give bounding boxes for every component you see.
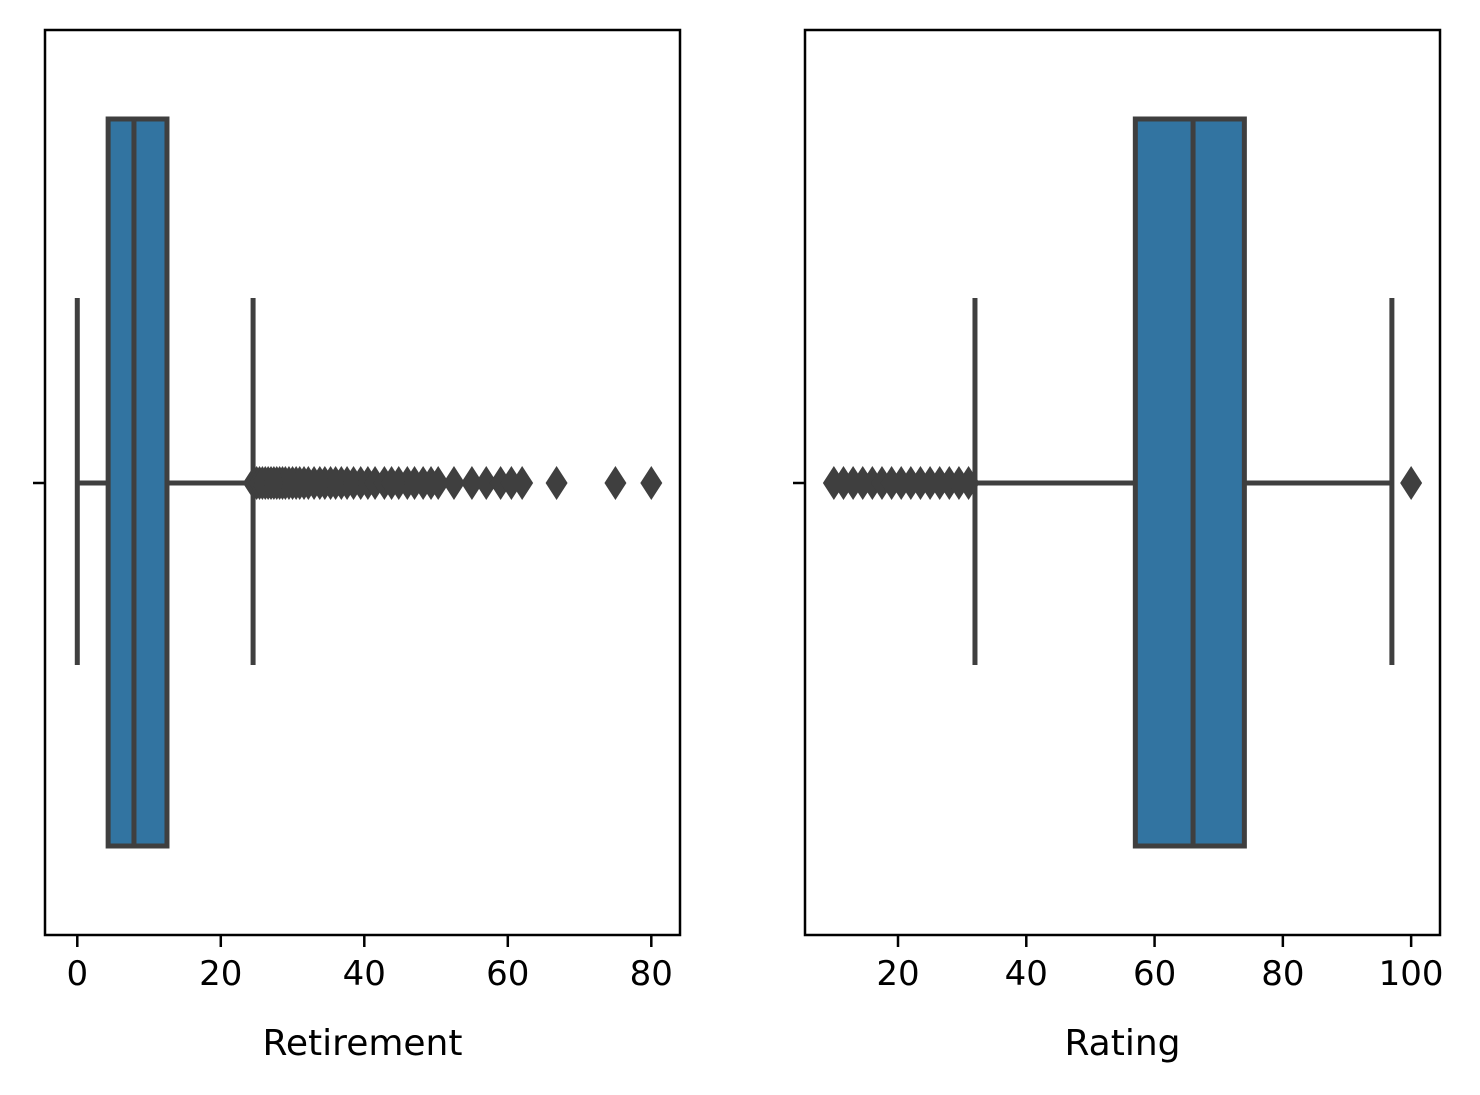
- rating-boxplot-panel: 20 40 60 80 100 Rating: [793, 28, 1444, 1064]
- outlier-point: [511, 466, 534, 500]
- x-tick-label: 80: [1261, 954, 1304, 994]
- iqr-box: [105, 116, 170, 849]
- x-tick-label: 40: [343, 954, 386, 994]
- outlier-point: [545, 466, 568, 500]
- outlier-point: [427, 466, 450, 500]
- x-tick-label: 0: [66, 954, 88, 994]
- x-tick-label: 20: [199, 954, 242, 994]
- outlier-point: [604, 466, 627, 500]
- outlier-point: [460, 466, 483, 500]
- outlier-point: [957, 466, 980, 500]
- x-tick-label: 100: [1379, 954, 1444, 994]
- outlier-point: [475, 466, 498, 500]
- outlier-point: [640, 466, 663, 500]
- x-tick-label: 20: [876, 954, 919, 994]
- x-tick-label: 80: [630, 954, 673, 994]
- x-axis-label: Rating: [1064, 1023, 1180, 1064]
- outlier-point: [442, 466, 465, 500]
- outlier-point: [1400, 466, 1423, 500]
- x-tick-label: 60: [1133, 954, 1176, 994]
- iqr-box: [1132, 116, 1247, 849]
- retirement-boxplot-panel: 0 20 40 60 80 Retirement: [33, 28, 682, 1064]
- x-axis-label: Retirement: [263, 1023, 463, 1064]
- x-tick-label: 40: [1005, 954, 1048, 994]
- x-tick-label: 60: [486, 954, 529, 994]
